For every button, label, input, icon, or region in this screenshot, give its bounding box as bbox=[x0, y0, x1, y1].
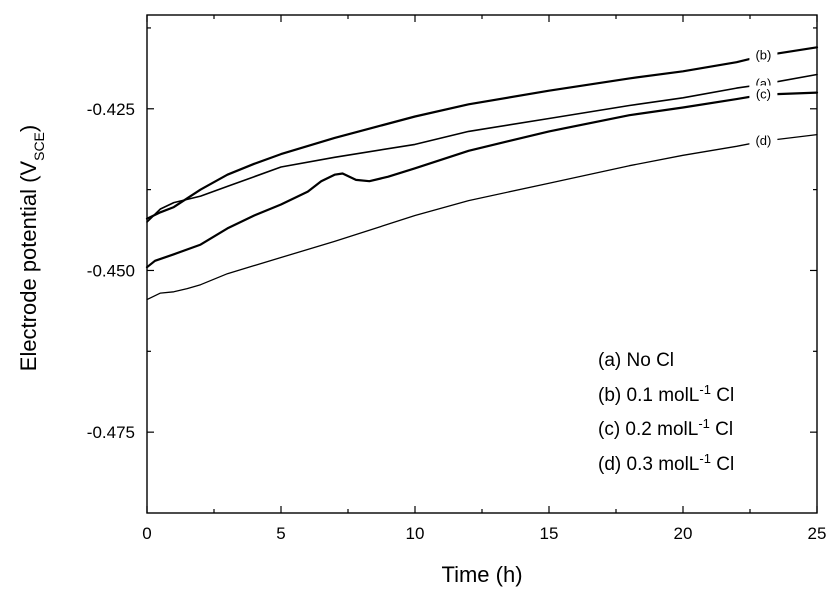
legend: (a) No Cl (b) 0.1 molL-1 Cl (c) 0.2 molL… bbox=[598, 350, 734, 475]
curve-tag-d: (d) bbox=[755, 133, 771, 148]
legend-entry-c: (c) 0.2 molL-1 Cl bbox=[598, 416, 733, 441]
y-tick-label: -0.425 bbox=[87, 100, 135, 119]
legend-entry-a: (a) No Cl bbox=[598, 350, 674, 371]
series-line-d bbox=[146, 133, 818, 301]
legend-label-b: (b) 0.1 molL bbox=[598, 385, 699, 406]
x-tick-label: 0 bbox=[142, 524, 151, 543]
x-tick-label: 20 bbox=[674, 524, 693, 543]
y-axis-title: Electrode potential (VSCE) bbox=[16, 125, 47, 371]
curve-tag-bg-b bbox=[749, 46, 778, 64]
legend-label-a: (a) No Cl bbox=[598, 350, 674, 371]
legend-label-d: (d) 0.3 molL bbox=[598, 454, 699, 475]
legend-sup-d: -1 bbox=[699, 451, 711, 466]
x-axis-title: Time (h) bbox=[441, 562, 522, 587]
series-line-b bbox=[145, 46, 819, 220]
legend-label-c: (c) 0.2 molL bbox=[598, 419, 698, 440]
curve-tag-c: (c) bbox=[756, 87, 771, 102]
legend-sup-b: -1 bbox=[699, 382, 711, 397]
x-tick-label: 25 bbox=[808, 524, 827, 543]
curve-tag-bg-d bbox=[749, 132, 778, 150]
legend-entry-d: (d) 0.3 molL-1 Cl bbox=[598, 451, 734, 476]
legend-tail-c: Cl bbox=[710, 419, 733, 440]
y-tick-label: -0.450 bbox=[87, 261, 135, 280]
curve-tag-bg-c bbox=[749, 85, 778, 103]
y-axis-title-subscript: SCE bbox=[31, 132, 47, 161]
legend-tail-b: Cl bbox=[711, 385, 734, 406]
series-line-c bbox=[145, 91, 819, 269]
y-axis-title-close: ) bbox=[16, 125, 41, 132]
legend-sup-c: -1 bbox=[698, 416, 710, 431]
legend-tail-d: Cl bbox=[711, 454, 734, 475]
curve-tags: (a)(b)(c)(d) bbox=[749, 46, 778, 150]
axis-ticks bbox=[146, 15, 818, 513]
x-tick-label: 15 bbox=[540, 524, 559, 543]
x-tick-label: 5 bbox=[276, 524, 285, 543]
curve-tag-b: (b) bbox=[755, 48, 771, 63]
y-axis-title-main: Electrode potential (V bbox=[16, 161, 41, 372]
data-series bbox=[145, 46, 819, 301]
x-tick-label: 10 bbox=[406, 524, 425, 543]
y-tick-label: -0.475 bbox=[87, 423, 135, 442]
legend-entry-b: (b) 0.1 molL-1 Cl bbox=[598, 382, 734, 407]
axis-tick-labels: 0 5 10 15 20 25 -0.475 -0.450 -0.425 bbox=[87, 100, 827, 543]
